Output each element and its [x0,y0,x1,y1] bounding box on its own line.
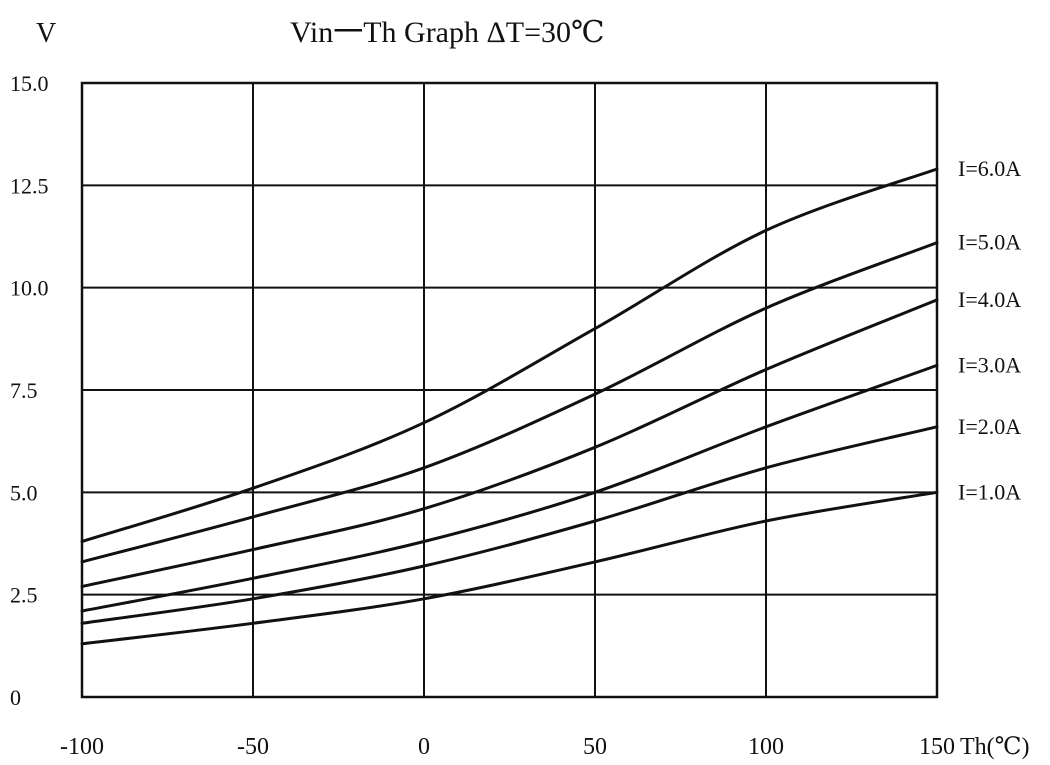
x-tick-labels: -100 -50 0 50 100 150 [60,734,955,760]
series-label: I=3.0A [958,352,1021,377]
x-axis-label: Th(℃) [960,734,1030,760]
series-line [80,490,939,646]
x-tick-label: 50 [583,734,607,760]
series-label: I=1.0A [958,479,1021,504]
y-tick-labels: 0 2.5 5.0 7.5 10.0 12.5 15.0 [10,71,49,710]
y-tick-label: 2.5 [10,583,38,608]
chart-title: Vin一Th Graph ΔT=30℃ [290,16,605,49]
series-lines [80,167,939,646]
y-tick-label: 0 [10,685,21,710]
series-label: I=4.0A [958,287,1021,312]
series-line [80,425,939,625]
series-label: I=6.0A [958,156,1021,181]
y-tick-label: 15.0 [10,71,49,96]
series-line [80,298,939,588]
plot-frame [80,81,939,699]
series-line [80,363,939,613]
x-tick-label: -100 [60,734,104,760]
x-tick-label: 0 [418,734,430,760]
x-tick-label: 150 [919,734,955,760]
y-tick-label: 12.5 [10,173,49,198]
y-tick-label: 5.0 [10,480,38,505]
series-line [80,241,939,564]
y-axis-label: V [36,18,56,49]
series-line [80,167,939,543]
y-tick-label: 10.0 [10,276,49,301]
series-labels: I=6.0A I=5.0A I=4.0A I=3.0A I=2.0A I=1.0A [958,156,1021,504]
series-label: I=5.0A [958,230,1021,255]
plot-border [80,81,939,699]
x-tick-label: 100 [748,734,784,760]
series-label: I=2.0A [958,414,1021,439]
y-tick-label: 7.5 [10,378,38,403]
x-tick-label: -50 [237,734,269,760]
